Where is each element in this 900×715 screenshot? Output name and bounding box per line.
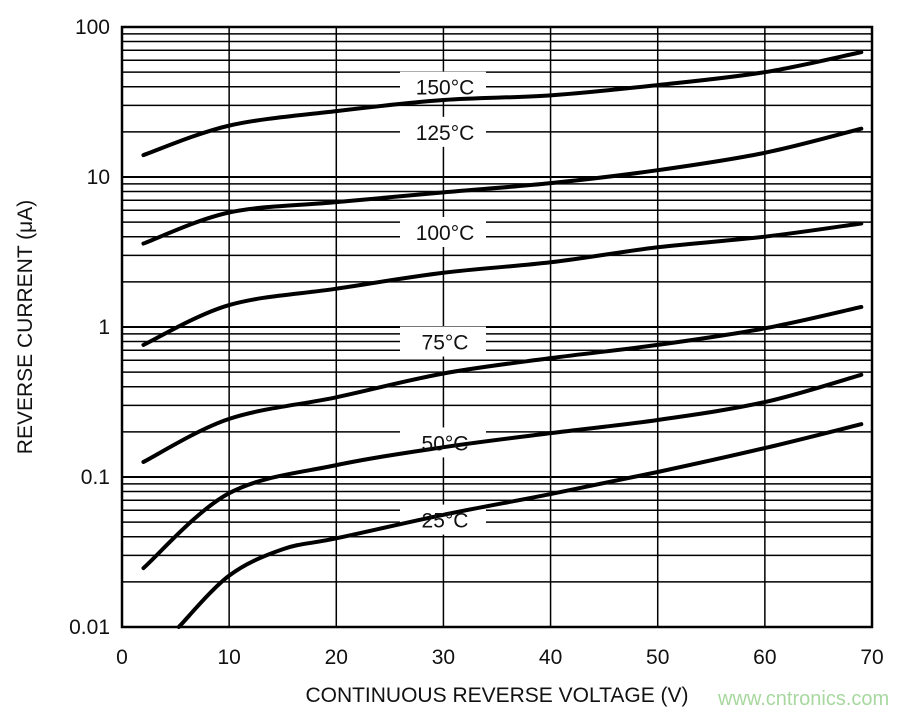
curve-label: 75°C	[422, 332, 469, 355]
series-line	[141, 221, 864, 347]
x-tick-label: 60	[753, 646, 776, 669]
curve-label-box	[400, 116, 486, 147]
y-tick-label: 100	[75, 16, 110, 39]
y-axis-label: REVERSE CURRENT (μA)	[14, 200, 37, 454]
x-tick-label: 10	[217, 646, 240, 669]
curve-label-box	[400, 216, 486, 247]
y-tick-label: 10	[87, 166, 110, 189]
series-line	[141, 372, 864, 571]
curve-label-box	[400, 326, 486, 357]
x-tick-label: 20	[325, 646, 348, 669]
x-tick-label: 70	[860, 646, 883, 669]
curve-labels: 150°C 125°C 100°C 75°C 50°C 25°C	[416, 77, 475, 533]
curve-label: 100°C	[416, 222, 475, 245]
curve-label: 125°C	[416, 122, 475, 145]
grid	[122, 27, 872, 628]
series-line	[141, 50, 864, 158]
series-line	[176, 422, 864, 629]
series-line	[141, 304, 864, 464]
curve-label: 150°C	[416, 77, 475, 100]
x-tick-label: 0	[116, 646, 128, 669]
y-tick-labels: 0.01 0.1 1 10 100	[69, 16, 110, 639]
y-tick-label: 0.01	[69, 616, 110, 639]
watermark: www.cntronics.com	[717, 688, 889, 710]
x-tick-label: 40	[539, 646, 562, 669]
curve-label: 25°C	[422, 510, 469, 533]
x-axis-label: CONTINUOUS REVERSE VOLTAGE (V)	[305, 684, 688, 707]
x-tick-label: 30	[432, 646, 455, 669]
x-tick-labels: 0 10 20 30 40 50 60 70	[116, 646, 884, 669]
curve-label: 50°C	[422, 432, 469, 455]
curves	[141, 50, 864, 629]
plot-frame	[120, 25, 874, 629]
y-tick-label: 1	[98, 316, 110, 339]
y-tick-label: 0.1	[81, 466, 110, 489]
x-tick-label: 50	[646, 646, 669, 669]
series-line	[141, 126, 864, 246]
